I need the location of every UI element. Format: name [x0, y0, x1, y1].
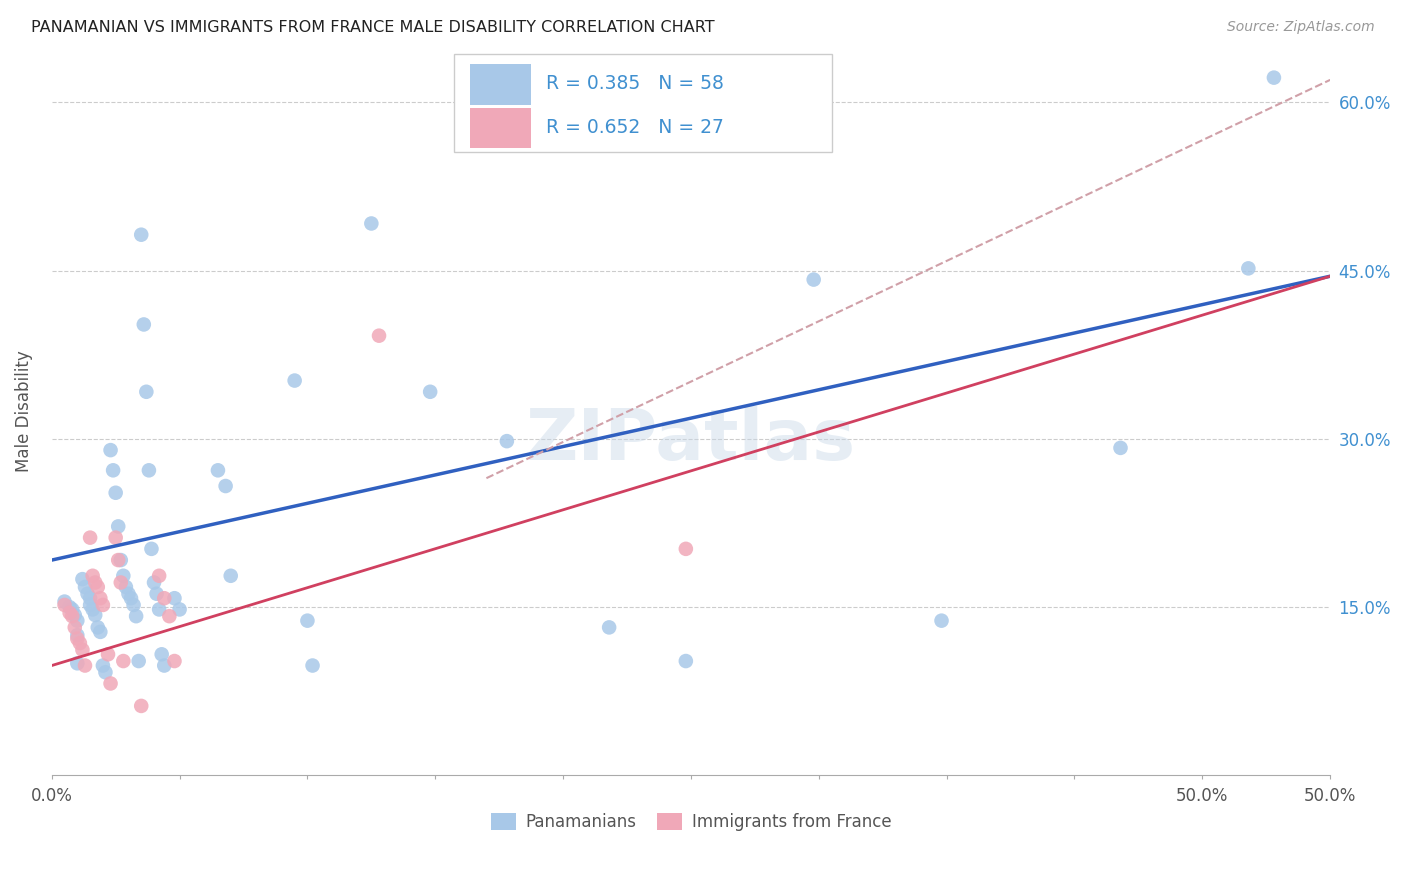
Point: [107, 553, 129, 567]
Point: [82, 568, 104, 582]
Point: [66, 628, 89, 642]
Point: [101, 463, 124, 477]
Text: PANAMANIAN VS IMMIGRANTS FROM FRANCE MALE DISABILITY CORRELATION CHART: PANAMANIAN VS IMMIGRANTS FROM FRANCE MAL…: [31, 20, 714, 35]
Point: [219, 568, 242, 582]
Point: [91, 598, 114, 612]
Point: [803, 272, 825, 286]
Point: [107, 519, 129, 533]
Point: [1263, 70, 1285, 85]
Point: [63, 620, 86, 634]
Point: [115, 580, 138, 594]
Point: [72, 643, 94, 657]
Point: [104, 531, 127, 545]
Point: [301, 658, 323, 673]
Point: [87, 580, 110, 594]
Point: [150, 648, 173, 662]
Point: [141, 541, 163, 556]
Point: [163, 591, 186, 606]
FancyBboxPatch shape: [454, 54, 831, 152]
Text: R = 0.385   N = 58: R = 0.385 N = 58: [547, 74, 724, 93]
Text: Source: ZipAtlas.com: Source: ZipAtlas.com: [1227, 20, 1375, 34]
Point: [1237, 261, 1260, 276]
Point: [110, 553, 132, 567]
Point: [79, 598, 101, 612]
Point: [66, 614, 89, 628]
Point: [135, 384, 157, 399]
Point: [104, 485, 127, 500]
Point: [53, 594, 76, 608]
Text: ZIPatlas: ZIPatlas: [526, 406, 856, 475]
Point: [100, 676, 122, 690]
Point: [169, 602, 191, 616]
Point: [72, 572, 94, 586]
FancyBboxPatch shape: [470, 64, 531, 104]
Point: [66, 632, 89, 646]
Point: [163, 654, 186, 668]
Point: [79, 531, 101, 545]
Point: [931, 614, 953, 628]
Point: [69, 636, 91, 650]
Point: [73, 580, 96, 594]
Point: [63, 608, 86, 623]
Point: [73, 658, 96, 673]
Point: [675, 541, 697, 556]
Point: [94, 665, 117, 680]
Point: [100, 443, 122, 458]
Point: [97, 648, 120, 662]
Point: [297, 614, 319, 628]
Point: [112, 654, 135, 668]
Point: [76, 587, 98, 601]
Point: [148, 602, 170, 616]
Text: R = 0.652   N = 27: R = 0.652 N = 27: [547, 118, 724, 136]
Point: [129, 227, 152, 242]
Point: [87, 620, 110, 634]
Point: [66, 657, 89, 671]
Point: [368, 328, 391, 343]
Point: [132, 318, 155, 332]
Point: [138, 463, 160, 477]
Point: [284, 374, 307, 388]
Y-axis label: Male Disability: Male Disability: [15, 350, 32, 472]
Point: [110, 575, 132, 590]
Point: [60, 609, 83, 624]
Point: [675, 654, 697, 668]
Point: [143, 575, 166, 590]
Point: [60, 602, 83, 616]
Point: [89, 591, 111, 606]
Point: [148, 568, 170, 582]
Point: [1109, 441, 1132, 455]
Point: [125, 609, 148, 624]
Point: [153, 658, 176, 673]
Point: [129, 698, 152, 713]
Point: [79, 591, 101, 606]
Point: [157, 609, 180, 624]
Point: [598, 620, 620, 634]
Point: [112, 568, 135, 582]
Point: [91, 658, 114, 673]
Point: [153, 591, 176, 606]
Point: [82, 602, 104, 616]
Point: [207, 463, 229, 477]
Point: [59, 600, 82, 615]
Point: [53, 598, 76, 612]
Point: [214, 479, 236, 493]
Point: [117, 587, 139, 601]
Point: [122, 598, 145, 612]
Point: [59, 606, 82, 620]
Point: [496, 434, 519, 449]
FancyBboxPatch shape: [470, 108, 531, 148]
Point: [84, 575, 107, 590]
Point: [419, 384, 441, 399]
Point: [120, 591, 142, 606]
Point: [89, 624, 111, 639]
Legend: Panamanians, Immigrants from France: Panamanians, Immigrants from France: [485, 808, 896, 837]
Point: [145, 587, 167, 601]
Point: [84, 608, 107, 623]
Point: [360, 217, 382, 231]
Point: [128, 654, 150, 668]
